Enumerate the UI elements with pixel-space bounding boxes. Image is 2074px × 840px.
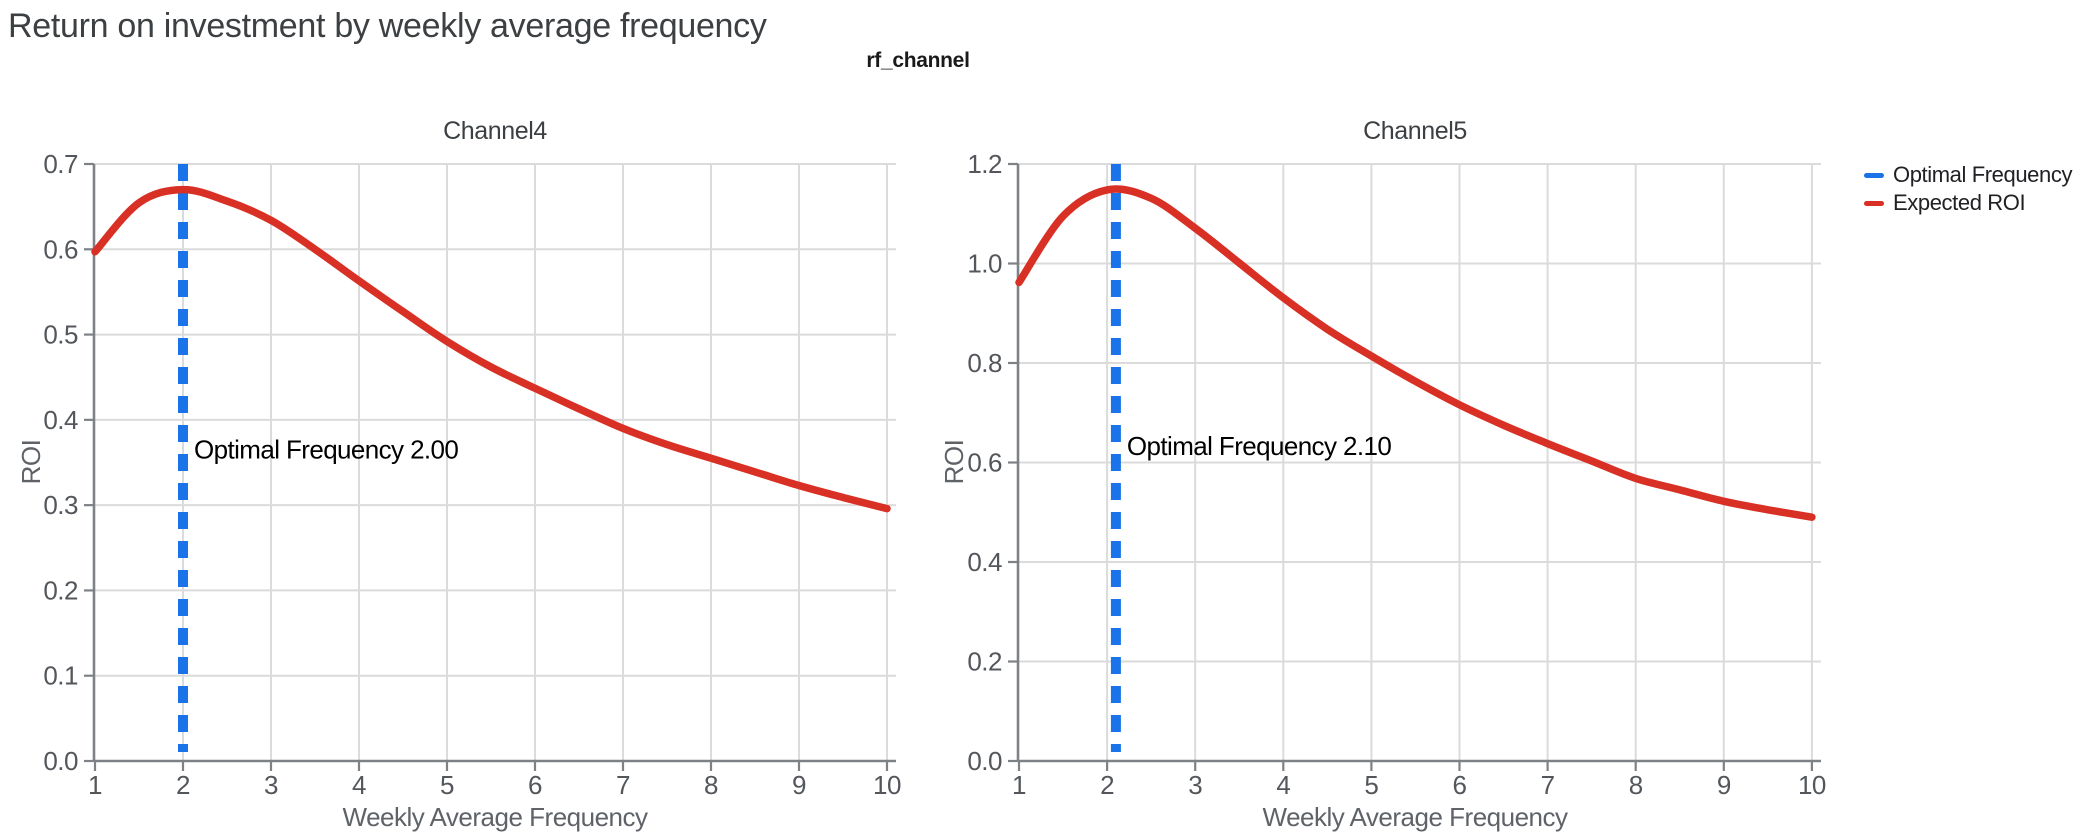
y-axis-title: ROI	[939, 440, 969, 485]
legend-item-optimal-frequency: Optimal Frequency	[1864, 162, 2072, 188]
x-tick-label: 4	[1276, 770, 1290, 800]
facet-field-title: rf_channel	[866, 49, 970, 72]
x-tick-label: 1	[1012, 770, 1026, 800]
y-tick-label: 0.1	[43, 661, 78, 691]
x-tick-label: 3	[1188, 770, 1202, 800]
expected-roi-curve	[91, 185, 891, 513]
page-title: Return on investment by weekly average f…	[8, 7, 767, 45]
y-tick-label: 0.4	[967, 547, 1002, 577]
y-tick-label: 0.2	[43, 575, 78, 605]
x-tick-label: 7	[616, 770, 630, 800]
x-tick-label: 2	[1100, 770, 1114, 800]
x-tick-label: 9	[792, 770, 806, 800]
x-tick-label: 8	[704, 770, 718, 800]
legend-item-expected-roi: Expected ROI	[1864, 190, 2072, 216]
y-tick-label: 0.0	[967, 746, 1002, 776]
legend: Optimal Frequency Expected ROI	[1864, 162, 2072, 218]
x-tick-label: 7	[1541, 770, 1555, 800]
y-tick-label: 0.2	[967, 647, 1002, 677]
x-tick-label: 5	[1364, 770, 1378, 800]
y-tick-label: 1.2	[967, 149, 1002, 179]
y-tick-label: 0.6	[43, 234, 78, 264]
x-tick-label: 3	[264, 770, 278, 800]
x-axis-title: Weekly Average Frequency	[343, 802, 648, 832]
panel-title: Channel5	[1363, 117, 1467, 145]
y-tick-label: 0.5	[43, 320, 78, 350]
panel-title: Channel4	[443, 117, 547, 145]
x-tick-label: 9	[1717, 770, 1731, 800]
legend-line-swatch-red	[1864, 200, 1884, 206]
x-tick-label: 4	[352, 770, 366, 800]
y-tick-label: 0.8	[967, 348, 1002, 378]
expected-roi-curve	[1015, 185, 1816, 521]
x-tick-label: 2	[176, 770, 190, 800]
legend-item-label: Expected ROI	[1893, 190, 2026, 215]
x-tick-label: 5	[440, 770, 454, 800]
x-tick-label: 10	[1798, 770, 1826, 800]
x-tick-label: 8	[1629, 770, 1643, 800]
y-tick-label: 0.0	[43, 746, 78, 776]
legend-line-swatch-blue	[1864, 172, 1884, 178]
y-tick-label: 0.7	[43, 149, 78, 179]
x-tick-label: 10	[873, 770, 901, 800]
x-tick-label: 6	[528, 770, 542, 800]
y-tick-label: 0.6	[967, 448, 1002, 478]
legend-item-label: Optimal Frequency	[1893, 162, 2073, 187]
y-tick-label: 0.4	[43, 405, 78, 435]
x-tick-label: 1	[88, 770, 102, 800]
y-axis-title: ROI	[16, 440, 46, 485]
y-tick-label: 1.0	[967, 249, 1002, 279]
x-tick-label: 6	[1453, 770, 1467, 800]
optimal-frequency-annotation: Optimal Frequency 2.10	[1127, 431, 1391, 461]
optimal-frequency-annotation: Optimal Frequency 2.00	[194, 435, 458, 465]
panel-channel4: 0.0 0.1 0.2 0.3 0.4 0.5 0.6 0.7 1 2 3 4 5 6 7 8 9 10 Weekl…	[16, 117, 901, 832]
x-axis-title: Weekly Average Frequency	[1263, 802, 1568, 832]
panel-channel5: 0.0 0.2 0.4 0.6 0.8 1.0 1.2 1 2 3 4 5 6 7 8 9 10 Weekly A…	[939, 117, 1826, 832]
y-tick-label: 0.3	[43, 490, 78, 520]
